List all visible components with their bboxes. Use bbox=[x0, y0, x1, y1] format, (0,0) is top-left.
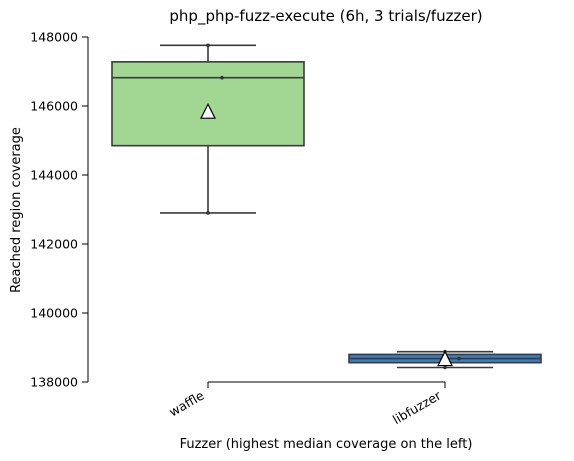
y-axis-ticks: 138000 140000 142000 144000 146000 148000 bbox=[30, 30, 88, 390]
mean-marker bbox=[200, 102, 216, 119]
y-tick-label: 140000 bbox=[30, 306, 78, 321]
chart-title: php_php-fuzz-execute (6h, 3 trials/fuzze… bbox=[169, 7, 482, 26]
data-point bbox=[206, 211, 210, 215]
y-tick-label: 144000 bbox=[30, 168, 78, 183]
data-point bbox=[457, 356, 461, 361]
x-tick-label: waffle bbox=[166, 387, 206, 419]
data-point bbox=[206, 43, 210, 48]
y-tick-label: 138000 bbox=[30, 375, 78, 390]
y-axis-label: Reached region coverage bbox=[9, 127, 24, 293]
boxes-group bbox=[111, 43, 542, 370]
y-tick-label: 142000 bbox=[30, 237, 78, 252]
y-tick-label: 148000 bbox=[30, 30, 78, 45]
mean-marker bbox=[437, 350, 453, 367]
x-tick-label: libfuzzer bbox=[390, 387, 444, 427]
x-axis-label: Fuzzer (highest median coverage on the l… bbox=[180, 437, 473, 452]
box-group bbox=[348, 349, 542, 370]
y-tick-label: 146000 bbox=[30, 99, 78, 114]
box-group bbox=[111, 43, 305, 215]
data-point bbox=[443, 365, 447, 370]
data-point bbox=[220, 75, 224, 80]
x-axis-ticks: waffle libfuzzer bbox=[166, 382, 446, 427]
